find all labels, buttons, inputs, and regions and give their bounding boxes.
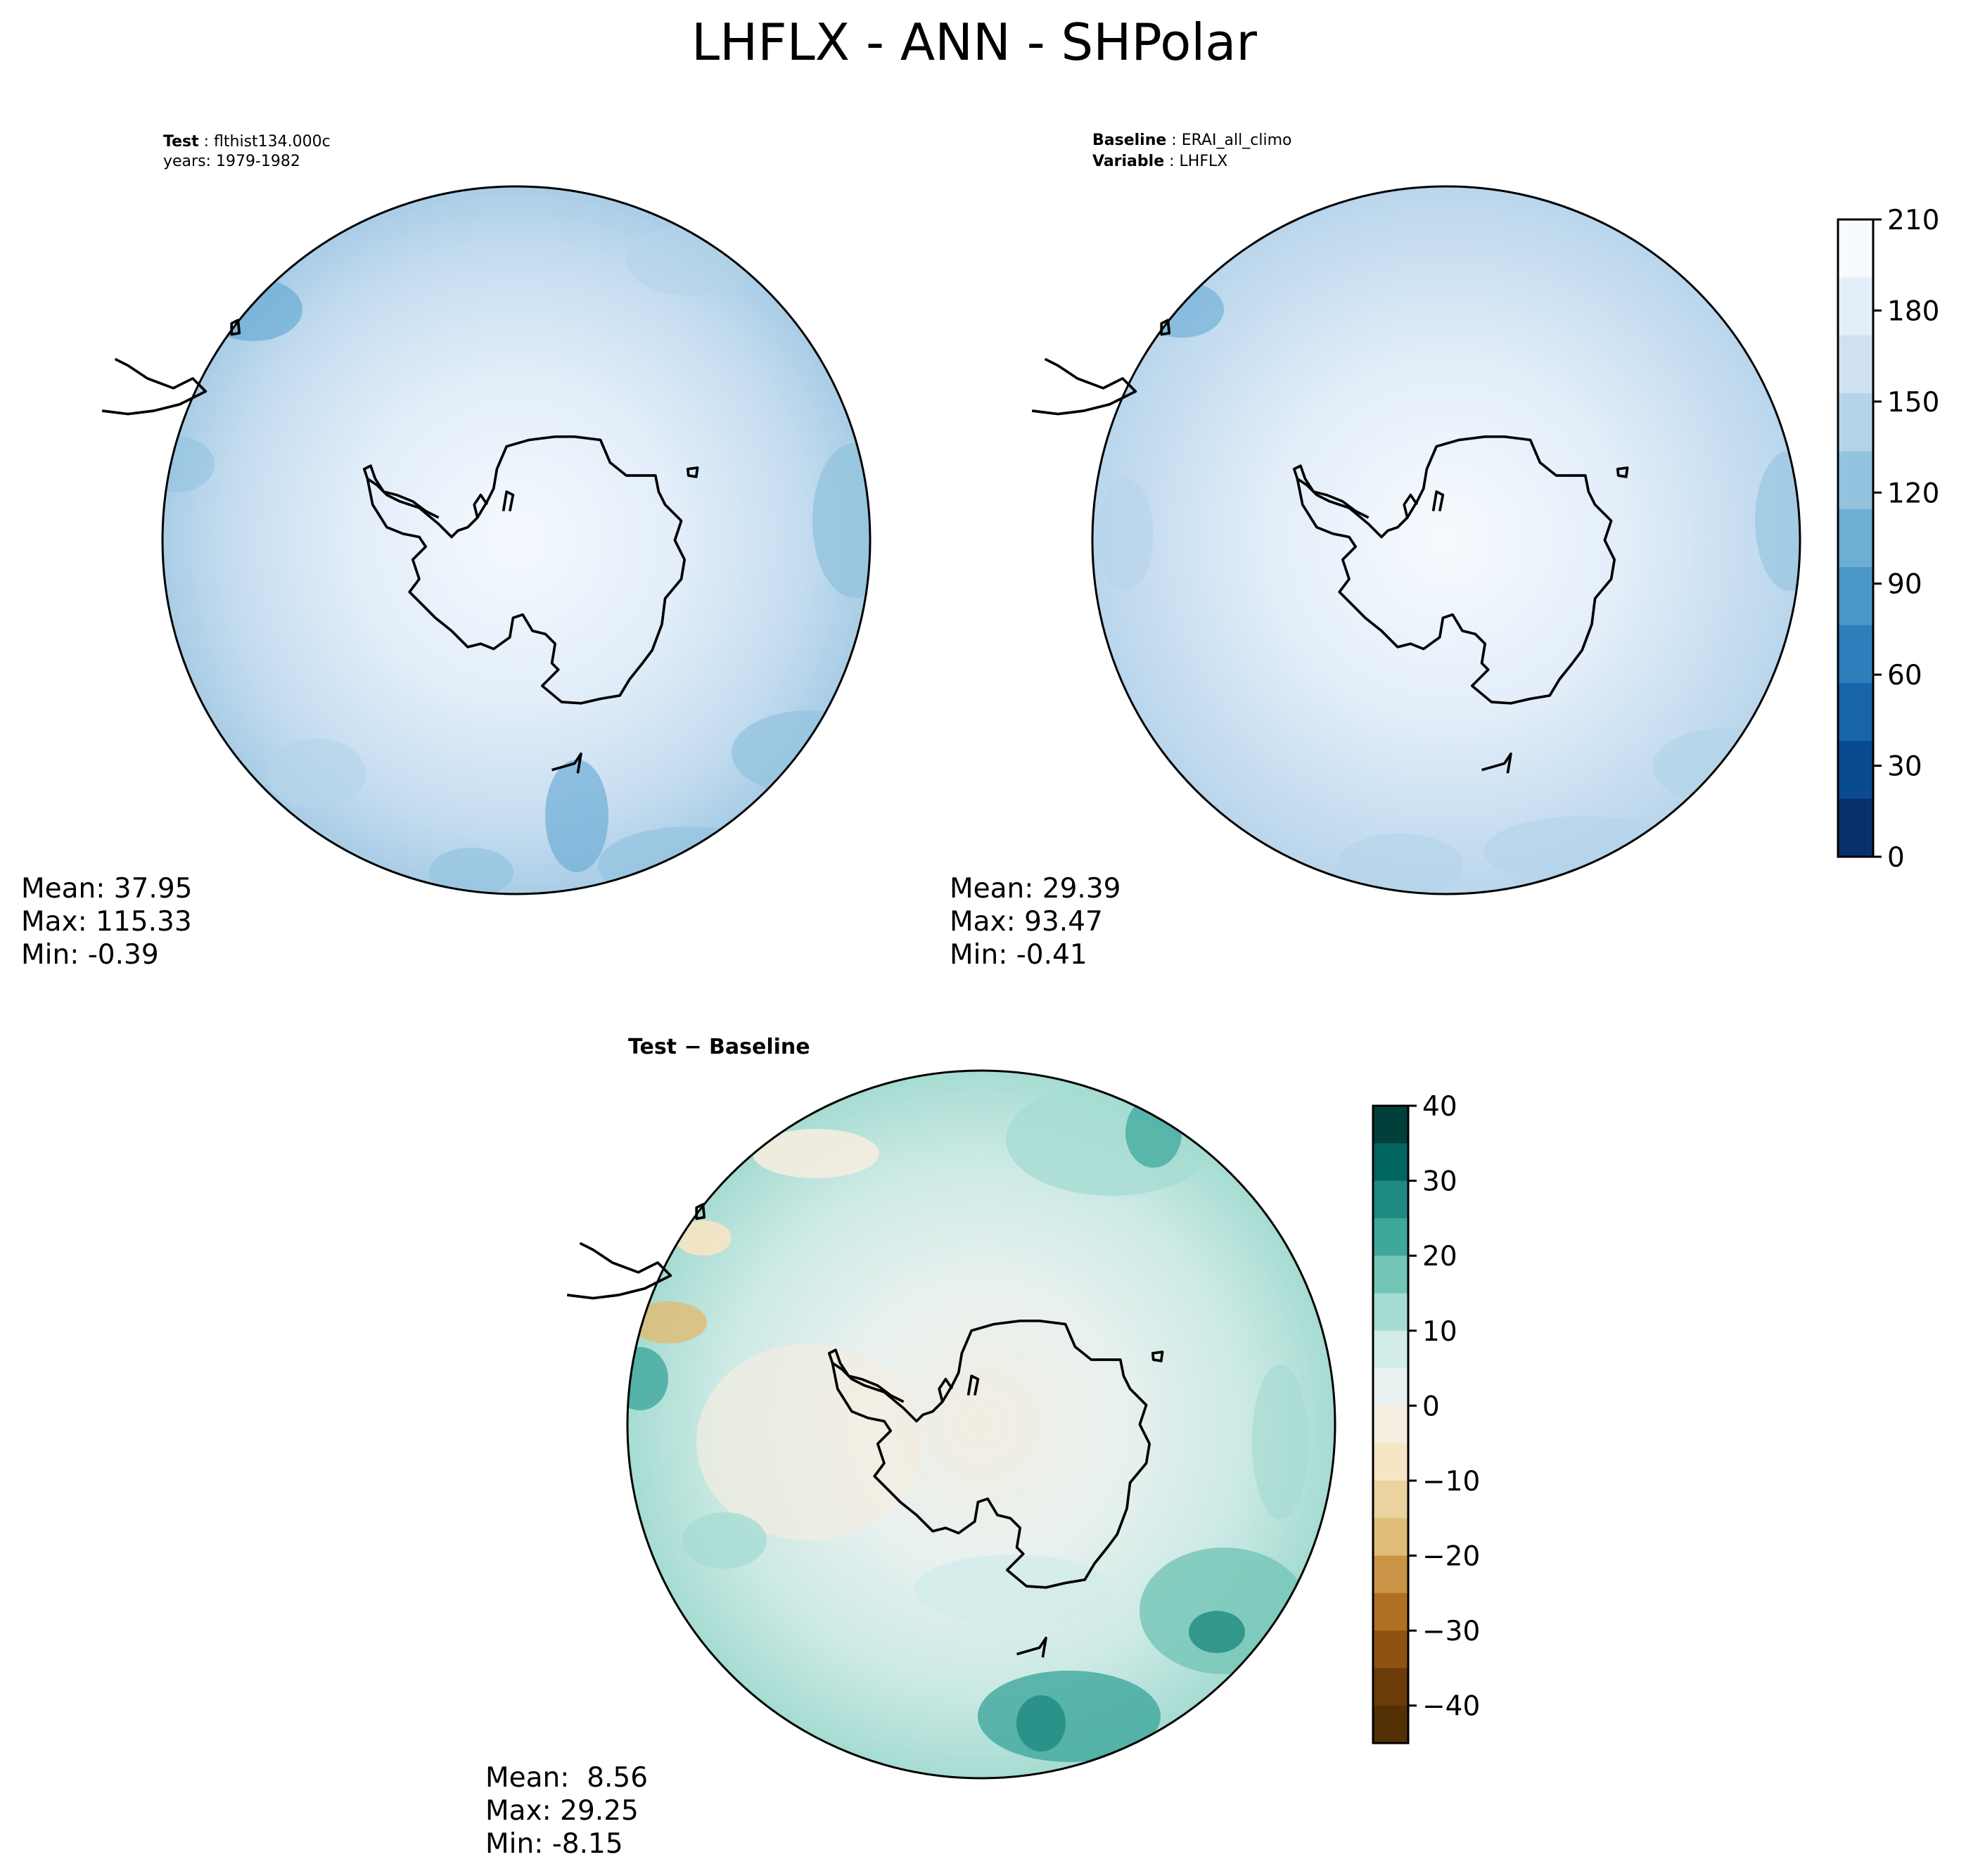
main-colorbar-segment [1838,451,1873,510]
test-map-background [162,186,870,894]
difference-colorbar-segment [1373,1443,1408,1481]
main-colorbar-segment [1838,393,1873,452]
main-colorbar-segment [1838,509,1873,568]
difference-min: Min: -8.15 [485,1828,623,1860]
main-colorbar-segment [1838,682,1873,741]
main-colorbar-segment [1838,625,1873,684]
main-colorbar-tick-label: 120 [1887,478,1939,509]
baseline-peninsula [1292,464,1370,519]
difference-colorbar-tick-label: 30 [1422,1166,1457,1198]
main-colorbar-segment [1838,741,1873,800]
difference-colorbar-segment [1373,1705,1408,1744]
difference-colorbar-segment [1373,1405,1408,1444]
difference-colorbar-segment [1373,1368,1408,1406]
baseline-variable-value: LHFLX [1180,153,1228,170]
baseline-map-boundary [1091,185,1801,895]
test-antarctica [101,319,699,774]
figure-title: LHFLX - ANN - SHPolar [691,13,1257,72]
main-colorbar-tick-label: 90 [1887,569,1922,601]
test-min: Min: -0.39 [21,939,159,971]
difference-new-zealand [1016,1636,1047,1658]
test-label-key: Test [163,133,199,151]
difference-colorbar-tick-label: −30 [1422,1616,1480,1647]
difference-map-boundary [626,1069,1336,1780]
test-new-zealand [551,752,582,774]
test-stats: Mean: 37.95 Max: 115.33 Min: -0.39 [21,873,192,971]
difference-colorbar-segment [1373,1293,1408,1332]
test-panel-header: Test : flthist134.000c years: 1979-1982 [163,133,331,170]
difference-colorbar-segment [1373,1593,1408,1631]
main-colorbar-segment [1838,335,1873,394]
baseline-map [1031,185,1801,895]
difference-colorbar-segment [1373,1518,1408,1557]
main-colorbar-segment [1838,567,1873,626]
test-years: years: 1979-1982 [163,153,300,170]
baseline-ice-shelf [1403,490,1445,518]
main-colorbar-tick-label: 0 [1887,842,1905,874]
difference-max: Max: 29.25 [485,1795,639,1827]
baseline-mean: Mean: 29.39 [950,873,1121,905]
difference-colorbar-segment [1373,1106,1408,1144]
difference-colorbar-segment [1373,1218,1408,1256]
difference-colorbar-segment [1373,1480,1408,1519]
baseline-map-background [1092,186,1800,894]
baseline-panel-header: Baseline : ERAI_all_climo Variable : LHF… [1092,132,1291,170]
test-map [101,185,872,895]
baseline-kerguelen [1616,466,1629,478]
difference-map [566,1069,1336,1780]
baseline-variable-key: Variable [1092,153,1164,170]
svg-text:Variable : LHFLX: Variable : LHFLX [1092,153,1227,170]
difference-colorbar-segment [1373,1631,1408,1669]
difference-colorbar-tick-label: −20 [1422,1541,1480,1573]
difference-stats: Mean: 8.56 Max: 29.25 Min: -8.15 [485,1762,648,1860]
baseline-min: Min: -0.41 [950,939,1087,971]
test-max: Max: 115.33 [21,906,192,938]
difference-colorbar-segment [1373,1668,1408,1706]
svg-text:Test : flthist134.000c: Test : flthist134.000c [163,133,331,151]
baseline-stats: Mean: 29.39 Max: 93.47 Min: -0.41 [950,873,1121,971]
main-colorbar-tick-label: 210 [1887,205,1939,236]
difference-title: Test − Baseline [628,1035,810,1059]
difference-colorbar-tick-label: 40 [1422,1091,1457,1123]
test-label-value: flthist134.000c [214,133,331,151]
difference-colorbar-segment [1373,1555,1408,1594]
difference-colorbar-tick-label: 0 [1422,1391,1440,1422]
difference-colorbar-segment [1373,1256,1408,1294]
difference-colorbar-tick-label: 20 [1422,1241,1457,1272]
main-colorbar: 0 30 60 90 120 150 180 210 [1837,205,1939,874]
difference-colorbar-segment [1373,1143,1408,1182]
test-map-boundary [161,185,872,895]
baseline-max: Max: 93.47 [950,906,1103,938]
difference-map-contours [627,1083,1308,1762]
main-colorbar-frame [1837,218,1875,858]
main-colorbar-segment [1838,798,1873,857]
main-colorbar-tick-label: 60 [1887,660,1922,691]
main-colorbar-segment [1838,277,1873,336]
difference-colorbar-frame [1372,1104,1410,1744]
difference-colorbar-segment [1373,1180,1408,1219]
test-ice-shelf [473,490,515,518]
baseline-new-zealand [1481,752,1512,774]
difference-colorbar-tick-label: 10 [1422,1316,1457,1348]
baseline-label-key: Baseline [1092,132,1166,149]
main-colorbar-segment [1838,219,1873,278]
difference-colorbar: 40 30 20 10 0 −10 −20 −30 −40 [1372,1091,1480,1744]
difference-kerguelen [1151,1351,1164,1363]
difference-mean: Mean: 8.56 [485,1762,648,1794]
main-colorbar-tick-label: 180 [1887,295,1939,327]
baseline-label-value: ERAI_all_climo [1182,132,1292,149]
test-peninsula [362,464,440,519]
difference-colorbar-tick-label: −40 [1422,1691,1480,1723]
test-kerguelen [686,466,699,478]
main-colorbar-tick-label: 30 [1887,751,1922,783]
main-colorbar-tick-label: 150 [1887,387,1939,419]
test-mean: Mean: 37.95 [21,873,192,905]
difference-ice-shelf [938,1374,980,1403]
difference-colorbar-tick-label: −10 [1422,1466,1480,1498]
difference-peninsula [827,1348,905,1403]
svg-text:Baseline : ERAI_all_climo: Baseline : ERAI_all_climo [1092,132,1291,149]
difference-colorbar-segment [1373,1330,1408,1369]
